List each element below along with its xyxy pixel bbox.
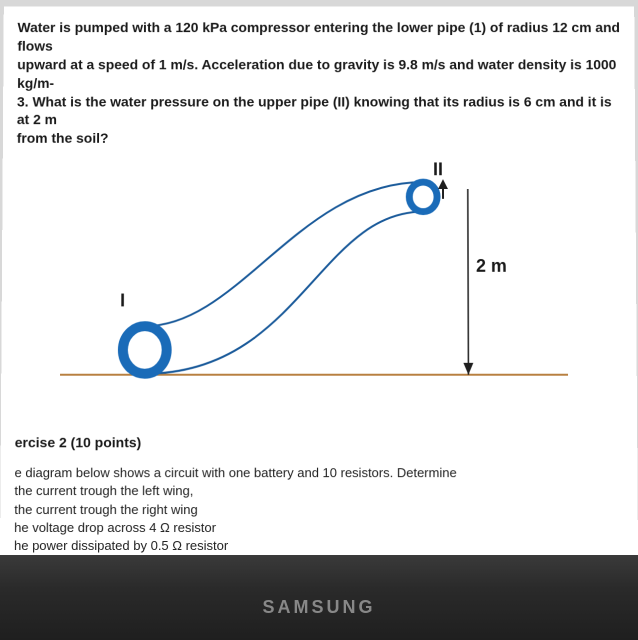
- pipe-diagram: I II 2 m: [40, 158, 598, 405]
- monitor-bezel: SAMSUNG: [0, 555, 638, 640]
- pipe-top-wall: [145, 182, 424, 326]
- problem-line4: from the soil?: [17, 130, 109, 146]
- exercise-2-heading: ercise 2 (10 points): [15, 435, 624, 451]
- problem-statement: Water is pumped with a 120 kPa compresso…: [17, 18, 622, 148]
- document-page: Water is pumped with a 120 kPa compresso…: [0, 7, 638, 555]
- label-upper-pipe: II: [433, 160, 443, 181]
- height-arrow-shaft: [468, 189, 469, 375]
- lower-pipe-opening: [123, 326, 167, 374]
- exercise-2-section: ercise 2 (10 points) e diagram below sho…: [14, 435, 624, 556]
- ex2-item-2: the current trough the right wing: [14, 502, 197, 517]
- upper-flow-arrow-head: [438, 179, 448, 189]
- ex2-item-3: he voltage drop across 4 Ω resistor: [14, 520, 216, 535]
- label-lower-pipe: I: [120, 291, 125, 312]
- problem-line3: 3. What is the water pressure on the upp…: [17, 93, 612, 127]
- problem-line1: Water is pumped with a 120 kPa compresso…: [17, 19, 620, 53]
- upper-pipe-opening: [409, 182, 437, 212]
- pipe-bottom-wall: [145, 212, 424, 374]
- diagram-svg: [40, 158, 598, 405]
- ex2-item-4: he power dissipated by 0.5 Ω resistor: [14, 538, 228, 553]
- height-arrow-head-bottom: [463, 363, 473, 375]
- ex2-intro: e diagram below shows a circuit with one…: [14, 465, 456, 480]
- ex2-item-1: the current trough the left wing,: [14, 484, 193, 499]
- exercise-2-body: e diagram below shows a circuit with one…: [14, 464, 624, 555]
- problem-line2: upward at a speed of 1 m/s. Acceleration…: [17, 56, 616, 90]
- label-height: 2 m: [476, 256, 507, 277]
- brand-logo: SAMSUNG: [0, 597, 638, 618]
